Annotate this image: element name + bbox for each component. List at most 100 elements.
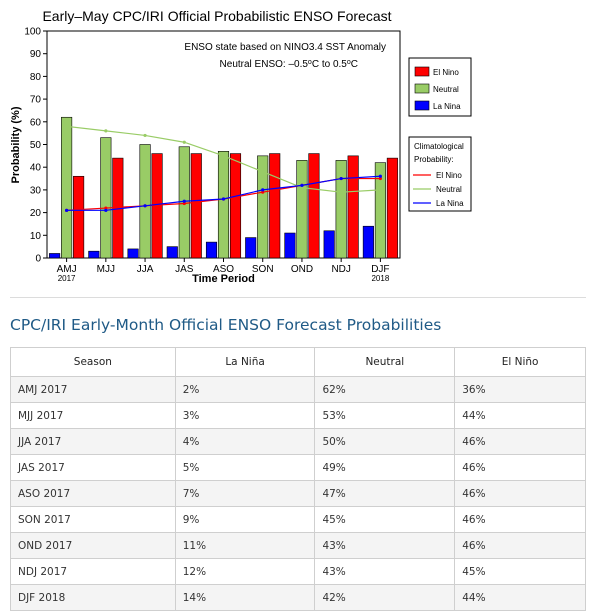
y-tick-label: 30 <box>30 185 42 196</box>
climatology-legend-label: La Nina <box>436 199 464 208</box>
forecast-table: Season La Niña Neutral El Niño AMJ 2017 … <box>10 347 586 611</box>
bar-neutral <box>217 151 230 259</box>
neutral-cell: 50% <box>314 428 456 455</box>
y-tick-label: 0 <box>35 254 41 265</box>
la-nina-cell: 3% <box>174 402 316 429</box>
table-row: DJF 2018 14% 42% 44% <box>10 584 586 611</box>
la-nina-cell: 11% <box>174 532 316 559</box>
season-cell: JJA 2017 <box>10 428 176 455</box>
la-nina-cell: 14% <box>174 584 316 611</box>
climatology-line-la-nina-point <box>261 188 265 192</box>
y-tick-label: 10 <box>30 231 42 242</box>
climatology-legend-title: Climatological <box>414 142 464 151</box>
el-nino-cell: 46% <box>454 506 586 533</box>
x-tick-label: NDJ <box>331 264 350 275</box>
climatology-line-la-nina-point <box>339 176 343 181</box>
y-axis-label: Probability (%) <box>10 106 22 183</box>
el-nino-cell: 44% <box>454 584 586 611</box>
bar-la-nina <box>362 225 374 259</box>
el-nino-cell: 46% <box>454 480 586 507</box>
x-tick-label: DJF <box>371 264 389 275</box>
neutral-cell: 43% <box>314 558 456 585</box>
climatology-legend-subtitle: Probability: <box>414 155 454 164</box>
season-cell: JAS 2017 <box>10 454 176 481</box>
table-row: AMJ 2017 2% 62% 36% <box>10 376 586 403</box>
table-row: ASO 2017 7% 47% 46% <box>10 480 586 507</box>
climatology-line-neutral-point <box>143 133 147 138</box>
la-nina-cell: 9% <box>174 506 316 533</box>
climatology-line-el-nino-point <box>378 176 382 181</box>
y-tick-label: 80 <box>30 72 42 83</box>
bar-el-nino <box>229 153 242 259</box>
bar-legend-swatch <box>414 100 430 111</box>
section-title: CPC/IRI Early-Month Official ENSO Foreca… <box>10 316 442 334</box>
climatology-legend-box <box>408 136 472 212</box>
climatology-line-la-nina-point <box>221 197 226 201</box>
chart-canvas: Early–May CPC/IRI Official Probabilistic… <box>10 8 472 285</box>
neutral-cell: 43% <box>314 532 456 559</box>
season-cell: SON 2017 <box>10 506 176 533</box>
y-tick-label: 100 <box>24 27 41 38</box>
y-tick-label: 60 <box>30 117 42 128</box>
climatology-line-la-nina-point <box>182 199 186 203</box>
column-header-el-nino: El Niño <box>454 347 586 377</box>
el-nino-cell: 46% <box>454 532 586 559</box>
x-tick-sublabel: 2017 <box>58 274 76 283</box>
el-nino-cell: 46% <box>454 428 586 455</box>
annotation-line-1: ENSO state based on NINO3.4 SST Anomaly <box>184 42 386 53</box>
bar-legend-swatch <box>414 66 430 77</box>
table-row: SON 2017 9% 45% 46% <box>10 506 586 533</box>
y-tick-label: 50 <box>30 140 42 151</box>
la-nina-cell: 2% <box>174 376 316 403</box>
bar-neutral <box>61 116 73 259</box>
table-header-row: Season La Niña Neutral El Niño <box>10 347 586 377</box>
climatology-line-neutral-point <box>261 170 265 174</box>
climatology-line-neutral-point <box>104 129 108 133</box>
neutral-cell: 49% <box>314 454 456 481</box>
enso-forecast-chart: Early–May CPC/IRI Official Probabilistic… <box>0 0 599 295</box>
table-row: JJA 2017 4% 50% 46% <box>10 428 586 455</box>
neutral-cell: 53% <box>314 402 456 429</box>
x-tick-label: JAS <box>175 264 194 275</box>
climatology-legend-label: Neutral <box>436 185 462 194</box>
table-row: NDJ 2017 12% 43% 45% <box>10 558 586 585</box>
climatology-line-la-nina-point <box>143 204 147 208</box>
x-tick-label: OND <box>291 264 313 275</box>
bar-el-nino <box>269 153 281 259</box>
bar-la-nina <box>323 230 335 259</box>
x-tick-label: JJA <box>137 264 154 275</box>
climatology-line-el-nino-point <box>261 190 265 194</box>
climatology-line-neutral-point <box>300 186 304 190</box>
chart-title: Early–May CPC/IRI Official Probabilistic… <box>42 8 391 24</box>
climatology-legend-label: El Nino <box>436 171 462 180</box>
la-nina-cell: 12% <box>174 558 316 585</box>
season-cell: ASO 2017 <box>10 480 176 507</box>
annotation-line-2: Neutral ENSO: –0.5oC to 0.5oC <box>220 59 358 71</box>
x-tick-label: MJJ <box>97 264 115 275</box>
bar-la-nina <box>88 250 100 259</box>
la-nina-cell: 5% <box>174 454 316 481</box>
el-nino-cell: 44% <box>454 402 586 429</box>
y-tick-label: 70 <box>30 95 42 106</box>
bar-neutral <box>335 160 347 259</box>
bar-legend-label: Neutral <box>433 85 459 94</box>
climatology-line-la-nina-point <box>104 208 108 212</box>
table-row: MJJ 2017 3% 53% 44% <box>10 402 586 429</box>
climatology-line-neutral-point <box>339 190 343 194</box>
bar-el-nino <box>190 153 202 259</box>
annotation-fragment: o <box>308 59 312 66</box>
annotation-fragment: C to 0.5 <box>312 59 347 70</box>
column-header-season: Season <box>10 347 176 377</box>
climatology-line-neutral-point <box>65 124 69 128</box>
season-cell: MJJ 2017 <box>10 402 176 429</box>
climatology-line-la-nina-point <box>378 174 382 178</box>
bar-el-nino <box>73 175 85 259</box>
climatology-line-el-nino-point <box>104 206 108 210</box>
neutral-cell: 62% <box>314 376 456 403</box>
x-tick-label: SON <box>252 264 274 275</box>
season-cell: NDJ 2017 <box>10 558 176 585</box>
bar-el-nino <box>347 155 359 259</box>
x-axis-label: Time Period <box>192 273 255 285</box>
bar-la-nina <box>245 237 257 259</box>
column-header-la-nina: La Niña <box>174 347 316 377</box>
